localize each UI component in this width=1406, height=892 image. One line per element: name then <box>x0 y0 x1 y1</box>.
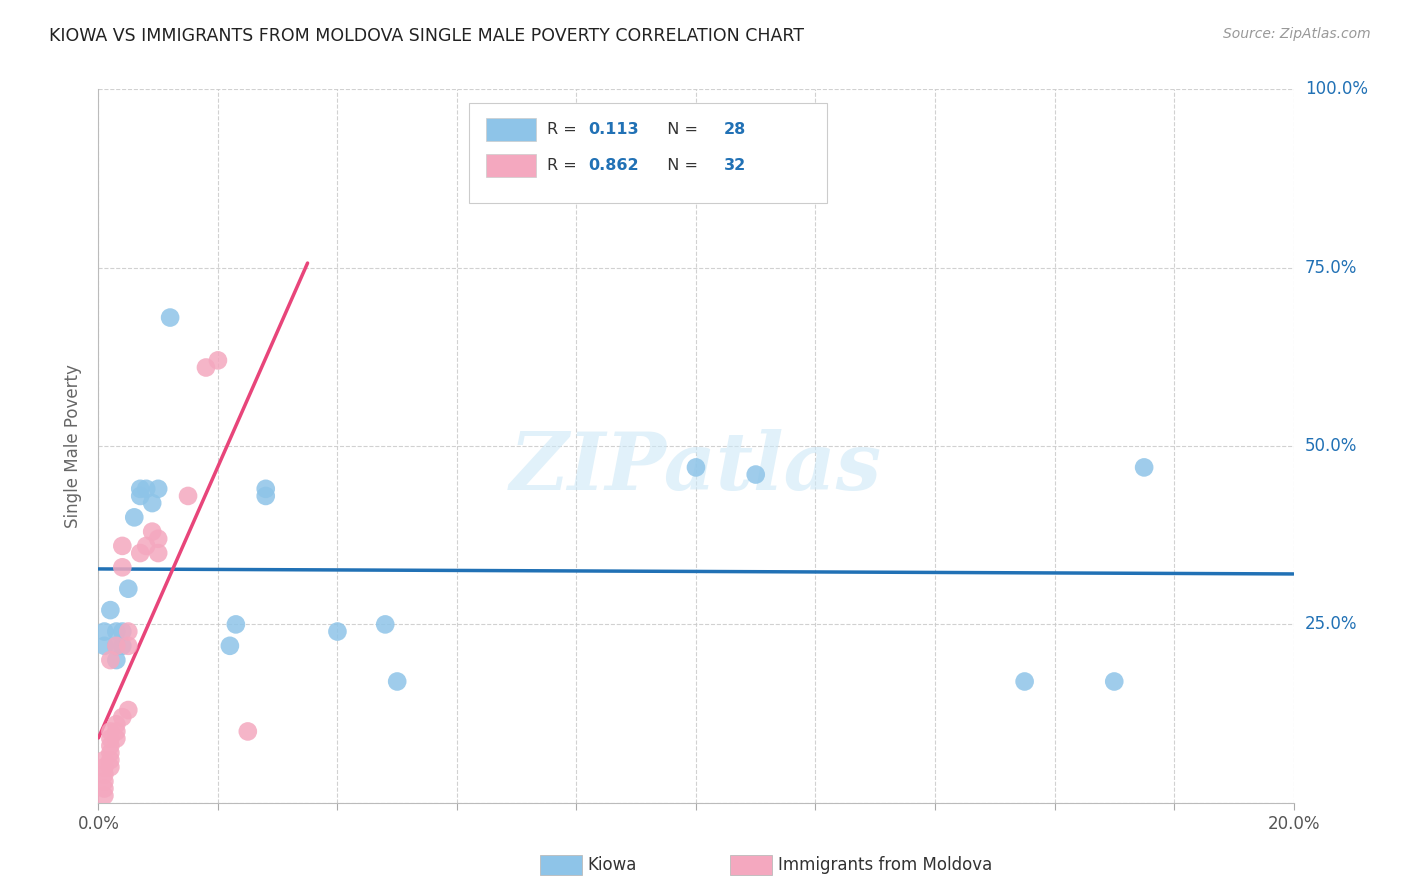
Point <box>93 767 115 781</box>
Point <box>98 603 122 617</box>
Point <box>93 781 115 796</box>
Point <box>98 739 122 753</box>
FancyBboxPatch shape <box>485 154 536 177</box>
Point <box>1014 674 1036 689</box>
Point <box>124 510 146 524</box>
Point <box>111 560 134 574</box>
Point <box>148 546 170 560</box>
Text: N =: N = <box>657 158 703 173</box>
Text: 100.0%: 100.0% <box>1305 80 1368 98</box>
Point <box>385 674 409 689</box>
Point <box>254 482 277 496</box>
Text: KIOWA VS IMMIGRANTS FROM MOLDOVA SINGLE MALE POVERTY CORRELATION CHART: KIOWA VS IMMIGRANTS FROM MOLDOVA SINGLE … <box>49 27 804 45</box>
Text: Immigrants from Moldova: Immigrants from Moldova <box>778 856 991 874</box>
Point <box>194 360 218 375</box>
Point <box>105 724 128 739</box>
Point <box>129 482 152 496</box>
Point <box>159 310 181 325</box>
Point <box>93 753 115 767</box>
Text: Kiowa: Kiowa <box>588 856 637 874</box>
Text: ZIPatlas: ZIPatlas <box>510 429 882 506</box>
Point <box>254 489 277 503</box>
Point <box>129 489 152 503</box>
FancyBboxPatch shape <box>485 119 536 141</box>
Point <box>93 624 115 639</box>
Text: R =: R = <box>547 122 582 137</box>
Point <box>117 624 139 639</box>
Point <box>207 353 229 368</box>
Point <box>105 653 128 667</box>
Point <box>105 717 128 731</box>
Text: 25.0%: 25.0% <box>1305 615 1357 633</box>
Point <box>111 639 134 653</box>
Point <box>98 760 122 774</box>
Text: 32: 32 <box>724 158 745 173</box>
Point <box>117 582 139 596</box>
Point <box>111 539 134 553</box>
Point <box>148 482 170 496</box>
Point <box>111 624 134 639</box>
Point <box>135 482 157 496</box>
Point <box>1104 674 1126 689</box>
Point <box>98 653 122 667</box>
Point <box>117 639 139 653</box>
Text: 28: 28 <box>724 122 745 137</box>
Point <box>111 710 134 724</box>
Text: 75.0%: 75.0% <box>1305 259 1357 277</box>
Point <box>685 460 707 475</box>
Point <box>93 789 115 803</box>
Point <box>326 624 349 639</box>
Text: 50.0%: 50.0% <box>1305 437 1357 455</box>
Point <box>98 731 122 746</box>
Point <box>98 724 122 739</box>
Y-axis label: Single Male Poverty: Single Male Poverty <box>65 364 83 528</box>
Point <box>93 639 115 653</box>
Point <box>93 760 115 774</box>
Point <box>117 703 139 717</box>
Text: Source: ZipAtlas.com: Source: ZipAtlas.com <box>1223 27 1371 41</box>
Text: R =: R = <box>547 158 582 173</box>
Text: 0.113: 0.113 <box>589 122 640 137</box>
Point <box>1133 460 1156 475</box>
Point <box>141 524 163 539</box>
Point <box>141 496 163 510</box>
Point <box>129 546 152 560</box>
FancyBboxPatch shape <box>470 103 827 203</box>
Point <box>374 617 396 632</box>
Text: N =: N = <box>657 122 703 137</box>
Point <box>93 774 115 789</box>
Point <box>148 532 170 546</box>
Point <box>98 753 122 767</box>
Point <box>219 639 242 653</box>
Point <box>135 539 157 553</box>
Point <box>225 617 247 632</box>
Point <box>98 746 122 760</box>
Point <box>105 731 128 746</box>
Text: 0.862: 0.862 <box>589 158 640 173</box>
Point <box>105 624 128 639</box>
Point <box>105 639 128 653</box>
Point <box>236 724 259 739</box>
Point <box>177 489 200 503</box>
Point <box>745 467 768 482</box>
Point <box>105 639 128 653</box>
